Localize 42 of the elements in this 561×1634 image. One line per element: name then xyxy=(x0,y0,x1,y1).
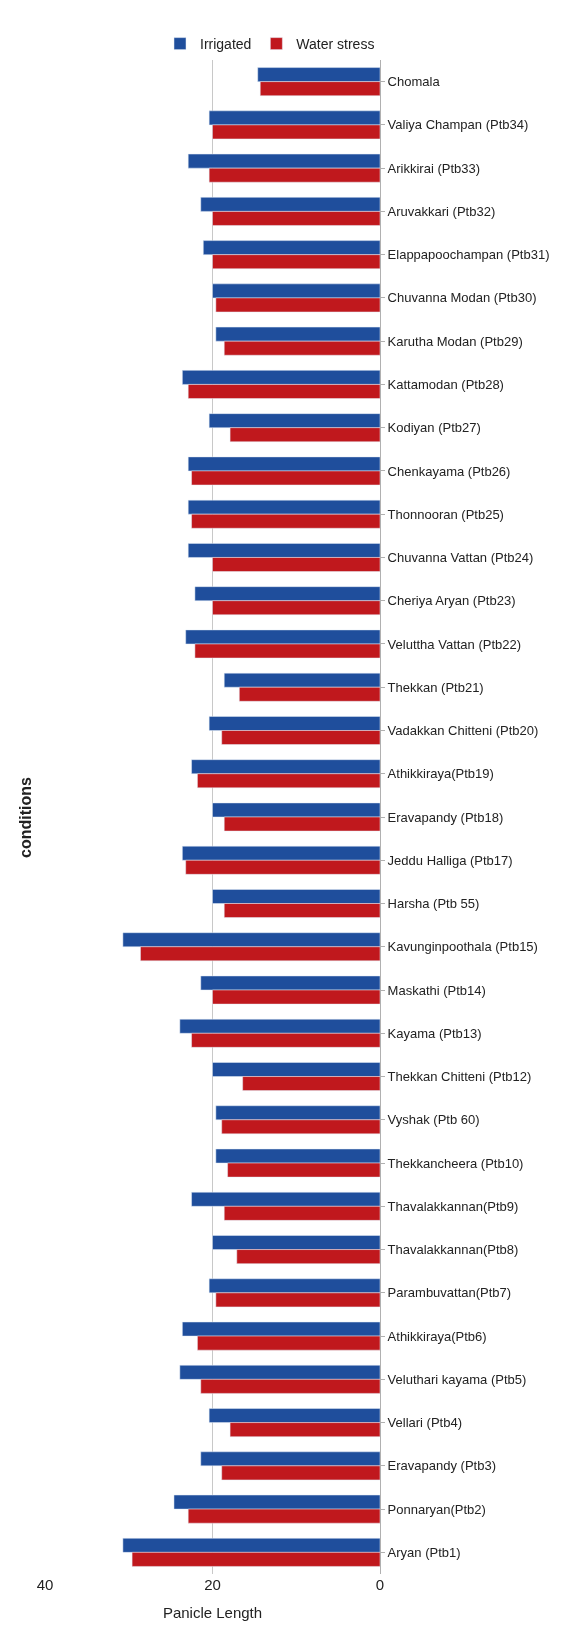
y-tick-label: Valiya Champan (Ptb34) xyxy=(387,117,529,133)
y-tick-label: Thekkan (Ptb21) xyxy=(387,679,484,695)
y-tick-label: Eravapandy (Ptb3) xyxy=(387,1458,497,1474)
y-tick-label: Chuvanna Vattan (Ptb24) xyxy=(387,550,534,566)
y-tick-label: Chuvanna Modan (Ptb30) xyxy=(387,290,537,306)
y-tick-label: Thavalakkannan(Ptb9) xyxy=(387,1198,519,1214)
y-tick-label: Jeddu Halliga (Ptb17) xyxy=(387,852,513,868)
y-tick-label: Kavunginpoothala (Ptb15) xyxy=(387,939,538,955)
y-tick-label: Karutha Modan (Ptb29) xyxy=(387,333,523,349)
x-tick-label: 0 xyxy=(375,1576,385,1593)
y-tick-label: Arikkirai (Ptb33) xyxy=(387,160,481,176)
legend-label: Water stress xyxy=(296,36,375,53)
y-tick-label: Chomala xyxy=(387,74,441,90)
x-axis-title: Panicle Length xyxy=(162,1604,263,1621)
y-tick-label: Veluttha Vattan (Ptb22) xyxy=(387,636,522,652)
y-tick-label: Vyshak (Ptb 60) xyxy=(387,1112,480,1128)
y-tick-label: Kodiyan (Ptb27) xyxy=(387,420,481,436)
y-tick-label: Thonnooran (Ptb25) xyxy=(387,506,504,522)
y-tick-label: Aryan (Ptb1) xyxy=(387,1544,461,1560)
y-tick-label: Parambuvattan(Ptb7) xyxy=(387,1285,512,1301)
y-tick-label: Aruvakkari (Ptb32) xyxy=(387,203,496,219)
y-tick-label: Chenkayama (Ptb26) xyxy=(387,463,511,479)
y-tick-label: Athikkiraya(Ptb19) xyxy=(387,766,494,782)
y-tick-label: Kattamodan (Ptb28) xyxy=(387,376,504,392)
y-tick-label: Kayama (Ptb13) xyxy=(387,1025,482,1041)
legend-label: Irrigated xyxy=(200,36,252,53)
y-tick-label: Vellari (Ptb4) xyxy=(387,1415,463,1431)
text: conditions xyxy=(16,776,34,858)
y-tick-label: Athikkiraya(Ptb6) xyxy=(387,1328,487,1344)
y-tick-label: Thavalakkannan(Ptb8) xyxy=(387,1242,519,1258)
y-tick-label: Cheriya Aryan (Ptb23) xyxy=(387,593,516,609)
y-tick-label: Ponnaryan(Ptb2) xyxy=(387,1501,486,1517)
y-tick-label: Maskathi (Ptb14) xyxy=(387,982,486,998)
y-tick-label: Vadakkan Chitteni (Ptb20) xyxy=(387,723,539,739)
y-tick-label: Veluthari kayama (Ptb5) xyxy=(387,1371,527,1387)
y-tick-label: Eravapandy (Ptb18) xyxy=(387,809,504,825)
y-tick-label: Harsha (Ptb 55) xyxy=(387,896,480,912)
y-tick-label: Thekkan Chitteni (Ptb12) xyxy=(387,1069,532,1085)
x-tick-label: 40 xyxy=(36,1576,54,1593)
y-tick-label: Thekkancheera (Ptb10) xyxy=(387,1155,524,1171)
y-tick-label: Elappapoochampan (Ptb31) xyxy=(387,247,550,263)
x-tick-label: 20 xyxy=(204,1576,221,1593)
